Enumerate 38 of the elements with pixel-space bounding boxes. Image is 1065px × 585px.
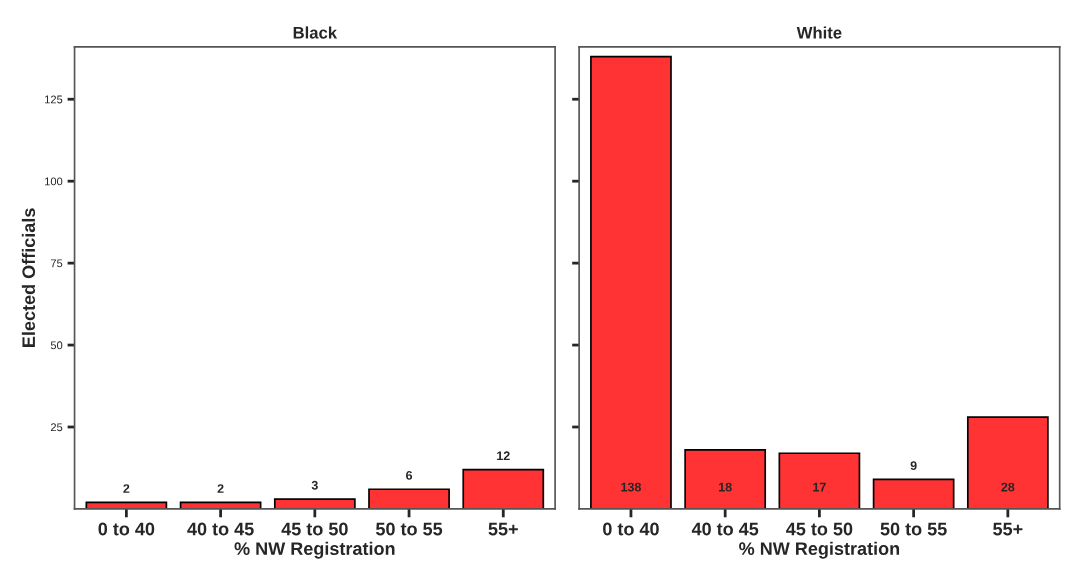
data-label: 3: [311, 480, 318, 490]
chart-title: Black: [293, 26, 338, 39]
x-tick-label: 0 to 40: [98, 522, 155, 536]
bar: [872, 478, 955, 509]
y-tick-label: 50: [50, 341, 63, 350]
data-label: 6: [406, 471, 413, 480]
data-label: 2: [123, 484, 130, 493]
bar: [684, 449, 767, 509]
data-label: 9: [910, 461, 917, 471]
x-tick-label: 0 to 40: [603, 522, 659, 536]
y-tick-label: 100: [45, 177, 63, 186]
y-tick-label: 75: [50, 259, 63, 268]
y-tick-label: 125: [45, 95, 63, 104]
data-label: 2: [217, 484, 224, 493]
x-tick-label: 50 to 55: [880, 522, 947, 536]
chart-title: White: [796, 26, 842, 39]
data-label: 12: [497, 451, 510, 461]
data-label: 28: [1001, 482, 1015, 492]
x-tick-label: 45 to 50: [786, 522, 853, 536]
data-label: 138: [621, 482, 641, 492]
x-axis-title: % NW Registration: [739, 541, 900, 559]
bar: [966, 416, 1049, 509]
x-tick-label: 55+: [488, 522, 518, 536]
data-label: 17: [813, 482, 826, 492]
x-tick-label: 55+: [993, 522, 1023, 536]
x-tick-label: 40 to 45: [691, 522, 759, 536]
x-axis-title: % NW Registration: [234, 541, 395, 559]
bar: [778, 452, 861, 509]
bar: [462, 468, 545, 509]
bar: [590, 55, 672, 509]
x-tick-label: 45 to 50: [281, 522, 348, 536]
data-label: 18: [719, 482, 732, 492]
bar: [368, 488, 450, 509]
bar: [273, 498, 356, 509]
y-axis-title: Elected Officials: [21, 208, 36, 347]
x-tick-label: 40 to 45: [187, 522, 254, 536]
y-tick-label: 25: [50, 423, 63, 432]
x-tick-label: 50 to 55: [375, 522, 443, 536]
